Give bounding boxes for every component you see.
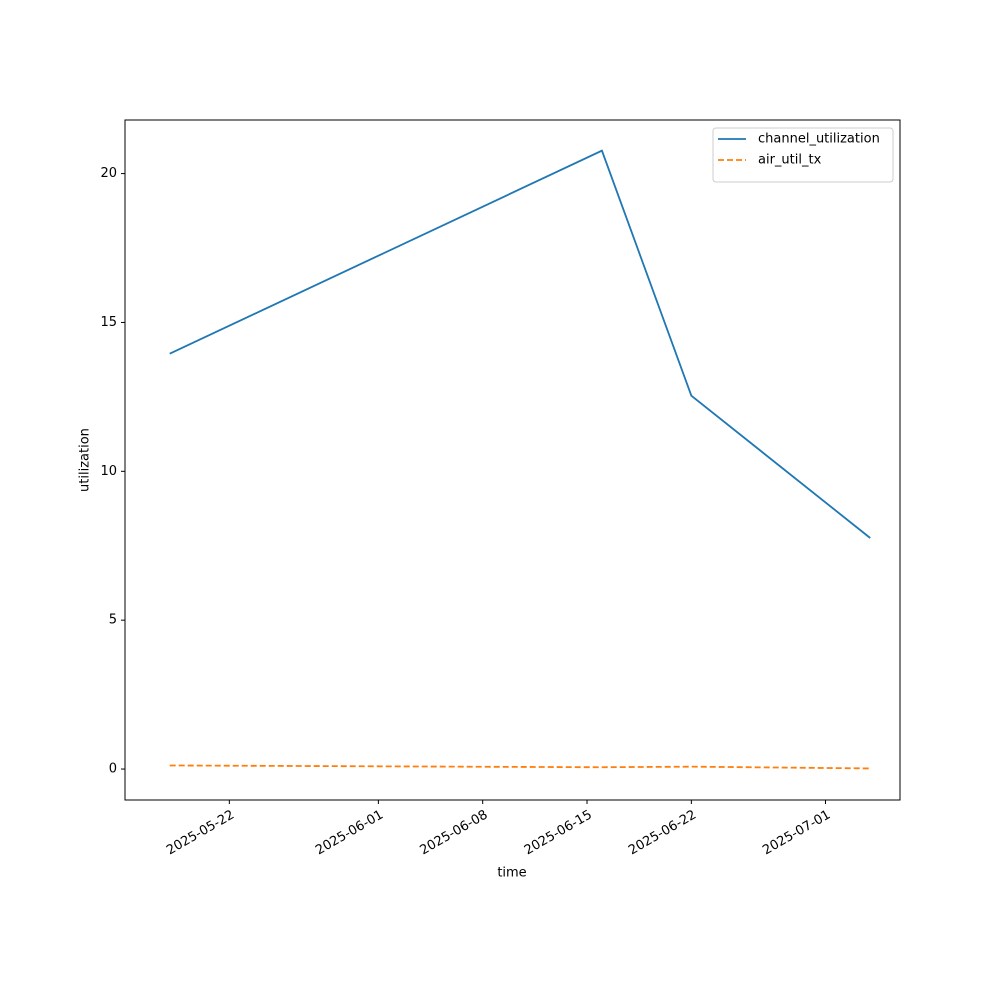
legend-label: air_util_tx bbox=[758, 153, 822, 168]
plot-frame bbox=[124, 119, 901, 801]
y-tick-label: 20 bbox=[100, 166, 117, 181]
x-axis-label: time bbox=[497, 866, 526, 881]
legend-label: channel_utilization bbox=[758, 132, 880, 147]
y-tick-label: 5 bbox=[109, 613, 117, 628]
y-tick-label: 0 bbox=[109, 762, 117, 777]
y-axis-label: utilization bbox=[78, 428, 93, 492]
y-tick-label: 10 bbox=[100, 464, 117, 479]
y-tick-label: 15 bbox=[100, 315, 117, 330]
series-line bbox=[169, 149, 871, 539]
legend-box bbox=[712, 127, 894, 183]
series-line bbox=[169, 764, 871, 770]
